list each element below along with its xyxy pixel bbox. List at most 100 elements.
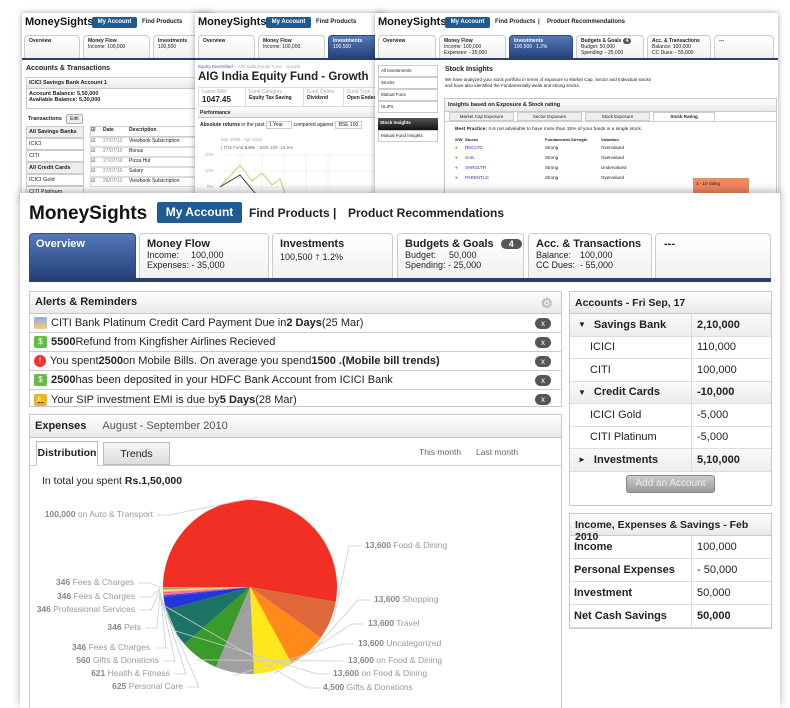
checkbox[interactable]: ☑	[91, 168, 96, 174]
pie-label: 346 Professional Services	[36, 604, 135, 614]
account-value: 110,000	[697, 341, 736, 354]
sidebar-item[interactable]: Stocks	[378, 77, 438, 89]
expand-arrow-icon[interactable]: ►	[578, 455, 586, 465]
tab-more[interactable]: ---	[655, 233, 771, 278]
my-account-button[interactable]: My Account	[445, 17, 490, 28]
tab-money-flow[interactable]: Money Flow Income: 100,000 Expenses: - 35…	[139, 233, 269, 278]
tab-market-cap[interactable]: Market Cap Exposure	[449, 112, 514, 121]
gear-icon[interactable]: ⚙	[540, 295, 553, 311]
close-icon[interactable]: x	[535, 318, 551, 329]
pie-slice[interactable]	[163, 587, 250, 588]
account-row[interactable]: ▼ Savings Bank 2,10,000	[570, 314, 771, 337]
sidebar-item[interactable]: Mutual Funs	[378, 89, 438, 101]
list-item[interactable]: All Savings Banks	[26, 126, 84, 138]
pie-slice[interactable]	[184, 587, 250, 668]
expand-arrow-icon[interactable]: ▼	[578, 387, 586, 397]
bg-screenshot-stock-insights: MoneySights My Account Find Products | P…	[375, 13, 778, 198]
sidebar-item[interactable]: Mutual Fund Insights	[378, 130, 438, 142]
tab-money-flow[interactable]: Money Flow Income: 100,000 Expenses: - 35,…	[439, 35, 506, 58]
tab-money-flow[interactable]: Money Flow Income: 100,000	[83, 35, 150, 58]
find-products-link[interactable]: Find Products	[316, 19, 357, 25]
pie-slice[interactable]	[163, 587, 250, 590]
tab-investments[interactable]: Investments 100,500 ↑1.2%	[509, 35, 573, 58]
column-header[interactable]: Date	[103, 127, 114, 133]
checkbox[interactable]: ☑	[91, 138, 96, 144]
list-item[interactable]: All Credit Cards	[26, 162, 84, 174]
close-icon[interactable]: x	[535, 337, 551, 348]
pie-label: 560 Gifts & Donations	[76, 655, 159, 665]
pie-slice[interactable]	[250, 587, 292, 674]
investments-value: 100,500	[333, 44, 352, 50]
my-account-button[interactable]: My Account	[157, 202, 242, 223]
find-products-link[interactable]: Find Products	[142, 19, 183, 25]
description-cell: Pizza Hut	[129, 158, 151, 164]
tab-investments[interactable]: Investments 100,500 🠅 1.2%	[272, 233, 393, 278]
checkbox[interactable]: ☑	[91, 158, 96, 164]
account-row[interactable]: CITI 100,000	[570, 359, 771, 382]
checkbox[interactable]: ☑	[91, 127, 96, 133]
tab-overview[interactable]: Overview	[29, 233, 136, 279]
account-row[interactable]: ICICI 110,000	[570, 336, 771, 359]
pie-slice[interactable]	[163, 587, 250, 592]
tab-underline	[29, 278, 771, 282]
expand-arrow-icon[interactable]: ▼	[578, 320, 586, 330]
tab-overview[interactable]: Overview	[198, 35, 255, 58]
product-recommendations-link[interactable]: Product Recommendations	[348, 206, 505, 220]
account-row[interactable]: ► Investments 5,10,000	[570, 449, 771, 472]
tab-overview[interactable]: Overview	[378, 35, 436, 58]
index-dropdown[interactable]: BSE 100	[334, 121, 363, 129]
tab-more[interactable]: ---	[714, 35, 774, 58]
last-month-link[interactable]: Last month	[476, 447, 519, 457]
this-month-link[interactable]: This month	[419, 447, 462, 457]
close-icon[interactable]: x	[535, 356, 551, 367]
pie-slice[interactable]	[163, 587, 250, 610]
tab-investments[interactable]: Investments 100,500	[328, 35, 385, 58]
close-icon[interactable]: x	[535, 375, 551, 386]
breadcrumb-link[interactable]: Equity Diversified	[198, 64, 233, 69]
account-row[interactable]: ▼ Credit Cards -10,000	[570, 381, 771, 404]
pie-slice[interactable]	[163, 587, 250, 591]
tab-trends[interactable]: Trends	[103, 442, 170, 465]
period-dropdown[interactable]: 1 Year	[265, 121, 293, 129]
pie-slice[interactable]	[163, 587, 250, 596]
my-account-button[interactable]: My Account	[266, 17, 311, 28]
list-item[interactable]: CITI	[26, 150, 84, 162]
tab-overview[interactable]: Overview	[24, 35, 80, 58]
tab-money-flow[interactable]: Money Flow Income: 100,000	[258, 35, 325, 58]
up-arrow-icon: 🠅	[315, 252, 320, 262]
accounts-title: Accounts - Fri Sep, 17	[570, 292, 771, 314]
pie-slice[interactable]	[166, 587, 250, 645]
income-value: 100,000	[282, 44, 301, 50]
account-row[interactable]: CITI Platinum -5,000	[570, 426, 771, 449]
list-item[interactable]: ICICI Gold	[26, 174, 84, 186]
pie-slice[interactable]	[163, 587, 250, 598]
add-account-button[interactable]: Add an Account	[626, 475, 715, 493]
tab-acc-transactions[interactable]: Acc. & Transactions Balance: 100,000 CC D…	[528, 233, 652, 278]
edit-button[interactable]: Edit	[66, 114, 83, 124]
sidebar-item[interactable]: ULIPs	[378, 101, 438, 113]
tab-budgets-goals[interactable]: Budgets & Goals 4 Budget: 50,000 Spending…	[397, 233, 524, 278]
account-row[interactable]: ICICI Gold -5,000	[570, 404, 771, 427]
tab-sector[interactable]: Sector Exposure	[517, 112, 582, 121]
tab-distribution[interactable]: Distribution	[36, 441, 98, 466]
sidebar-item-active[interactable]: Stock Insights	[378, 118, 438, 130]
my-account-button[interactable]: My Account	[92, 17, 137, 28]
accounts-panel: Accounts - Fri Sep, 17 ▼ Savings Bank 2,10…	[569, 291, 772, 506]
close-icon[interactable]: x	[535, 394, 551, 405]
list-item[interactable]: ICICI	[26, 138, 84, 150]
tab-stock-exposure[interactable]: Stock Exposure	[585, 112, 650, 121]
tab-budgets-goals[interactable]: Budgets & Goals 4 Budget: 50,000 Spending:…	[576, 35, 644, 58]
checkbox[interactable]: ☑	[91, 148, 96, 154]
pie-slice[interactable]	[250, 587, 321, 664]
tab-acc-transactions[interactable]: Acc. & Transactions Balance: 100,000 CC Du…	[647, 35, 711, 58]
sidebar-item[interactable]: All Investments	[378, 65, 438, 77]
find-products-link[interactable]: Find Products	[495, 19, 536, 25]
tab-stock-rating[interactable]: Stock Rating	[653, 112, 715, 121]
pie-slice[interactable]	[250, 587, 336, 638]
pie-slice[interactable]	[162, 499, 337, 602]
checkbox[interactable]: ☑	[91, 178, 96, 184]
pie-slice[interactable]	[163, 587, 250, 594]
pie-slice[interactable]	[163, 587, 250, 589]
product-recommendations-link[interactable]: Product Recommendations	[547, 19, 626, 25]
find-products-link[interactable]: Find Products	[249, 206, 330, 220]
